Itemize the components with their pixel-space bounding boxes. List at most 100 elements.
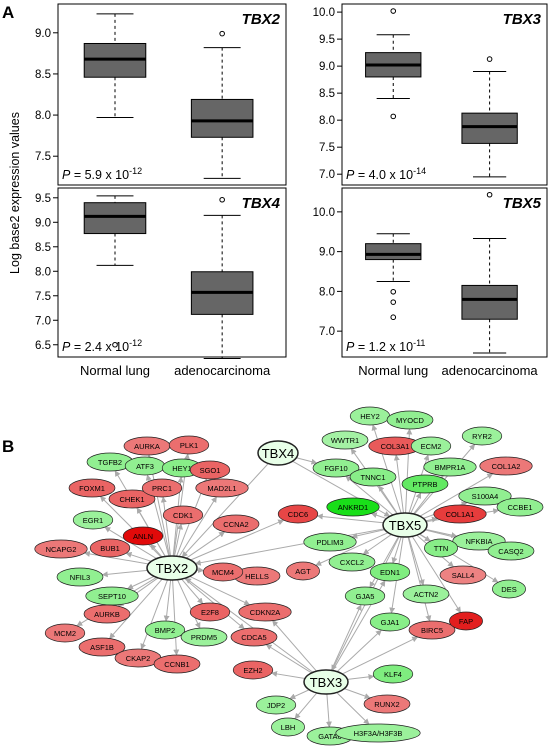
edge-tbx2-anln — [150, 543, 163, 558]
edge-tbx5-col1a1 — [425, 516, 438, 523]
outlier-point — [219, 196, 225, 203]
node-ellipse — [162, 505, 204, 525]
edge-tbx3-h3f3a-h3f3b — [336, 692, 370, 725]
edge-tbx2-ccnb1 — [172, 579, 180, 656]
node-ellipse — [401, 474, 449, 494]
y-tick-label: 9.5 — [319, 34, 335, 46]
edge-tbx2-asf1b — [109, 578, 163, 639]
node-label: FAP — [459, 617, 473, 626]
node-ptprb: PTPRB — [401, 474, 449, 494]
plot-frame — [341, 3, 548, 186]
node-ellipse — [386, 410, 434, 430]
edge-tbx3-birc5 — [342, 636, 419, 675]
y-tick-label: 9.0 — [35, 28, 51, 40]
node-ellipse — [195, 478, 249, 498]
y-tick-label: 9.0 — [35, 217, 51, 229]
edge-tbx2-prdm5 — [176, 579, 201, 629]
node-ellipse — [363, 694, 411, 714]
node-label: HEY2 — [360, 412, 380, 421]
edge-tbx5-agt — [315, 532, 389, 566]
node-ellipse — [271, 717, 305, 737]
edge-tbx3-klf4 — [347, 673, 375, 680]
outlier-point — [390, 288, 397, 295]
node-label: ACTN2 — [414, 590, 439, 599]
node-ellipse — [202, 562, 244, 582]
box-normal-lung — [83, 195, 147, 348]
node-label: CDC6 — [288, 510, 308, 519]
edge-tbx5-birc5 — [407, 536, 432, 622]
p-value: P = 5.9 x 10-12 — [62, 166, 142, 182]
node-tbx5: TBX5 — [382, 512, 428, 538]
iqr-box — [461, 112, 518, 144]
node-ellipse — [321, 430, 369, 450]
node-label: CDK1 — [173, 511, 193, 520]
node-label: TBX3 — [310, 675, 343, 690]
y-tick-label: 8.0 — [35, 266, 51, 278]
node-ellipse — [34, 539, 88, 559]
node-ellipse — [56, 567, 104, 587]
node-ellipse — [423, 457, 477, 477]
edge-tbx2-cdk1 — [173, 523, 183, 557]
edge-tbx5-gja5 — [369, 536, 399, 588]
node-label: ECM2 — [421, 442, 442, 451]
node-ellipse — [303, 669, 349, 695]
node-agt: AGT — [286, 561, 320, 581]
node-e2f8: E2F8 — [189, 602, 231, 622]
node-label: BMPR1A — [435, 463, 466, 472]
node-label: BIRC5 — [421, 626, 443, 635]
y-tick-label: 7.0 — [319, 169, 335, 181]
node-label: AGT — [295, 567, 311, 576]
node-ellipse — [232, 660, 274, 680]
x-category-label: Normal lung — [358, 363, 428, 378]
node-label: CDKN2A — [250, 608, 280, 617]
y-tick-label: 7.5 — [35, 291, 51, 303]
node-jdp2: JDP2 — [255, 695, 297, 715]
node-ellipse — [122, 526, 164, 546]
node-ellipse — [461, 426, 503, 446]
node-label: TBX4 — [262, 446, 295, 461]
node-label: PLK1 — [180, 441, 198, 450]
iqr-box — [83, 202, 147, 235]
y-tick-label: 7.5 — [319, 142, 335, 154]
node-gja1: GJA1 — [369, 612, 411, 632]
x-category-label: adenocarcinoma — [442, 363, 539, 378]
y-tick-label: 10.0 — [313, 207, 335, 219]
node-tbx4: TBX4 — [257, 440, 299, 466]
outlier-point — [486, 56, 493, 62]
y-tick-label: 8.5 — [35, 69, 51, 81]
edge-tbx4-fgf10 — [296, 457, 318, 465]
edge-tbx3-gata6 — [325, 693, 332, 728]
node-label: BMP2 — [155, 626, 175, 635]
node-label: TTN — [434, 544, 449, 553]
node-myocd: MYOCD — [386, 410, 434, 430]
node-ellipse — [402, 584, 450, 604]
node-label: CDCA5 — [241, 633, 266, 642]
x-category-label: adenocarcinoma — [174, 363, 271, 378]
node-ellipse — [369, 612, 411, 632]
node-ellipse — [83, 604, 131, 624]
y-tick-label: 9.5 — [35, 193, 51, 205]
boxplot-panels: 7.5 8.0 8.5 9.0 TBX2 P = 5.9 x 10-12 7.0 7.5 8.0… — [35, 3, 548, 378]
node-ellipse — [44, 623, 86, 643]
node-label: PRDM5 — [191, 633, 217, 642]
edge-tbx3-gja1 — [336, 629, 382, 672]
node-label: RUNX2 — [374, 700, 399, 709]
node-ellipse — [439, 565, 487, 585]
node-ellipse — [492, 579, 526, 599]
node-chek1: CHEK1 — [108, 489, 156, 509]
node-ellipse — [458, 486, 512, 506]
node-label: CASQ2 — [498, 547, 523, 556]
edge-tbx3-runx2 — [344, 688, 371, 699]
edge-tbx2-cdc6 — [190, 519, 285, 561]
node-ellipse — [382, 512, 428, 538]
node-label: TBX5 — [389, 518, 422, 533]
y-tick-label: 8.0 — [35, 110, 51, 122]
node-label: RYR2 — [472, 432, 492, 441]
node-label: CKAP2 — [126, 654, 151, 663]
edge-tbx2-bub1 — [125, 552, 152, 562]
edge-tbx2-prc1 — [160, 496, 171, 557]
node-aurka: AURKA — [123, 436, 171, 456]
interaction-network: TBX2 TBX3 TBX4 TBX5 AURKA PLK1 TGFB2 ATF3 HEY1 SG… — [34, 406, 544, 746]
node-label: S100A4 — [472, 492, 499, 501]
node-label: NCAPG2 — [46, 545, 77, 554]
